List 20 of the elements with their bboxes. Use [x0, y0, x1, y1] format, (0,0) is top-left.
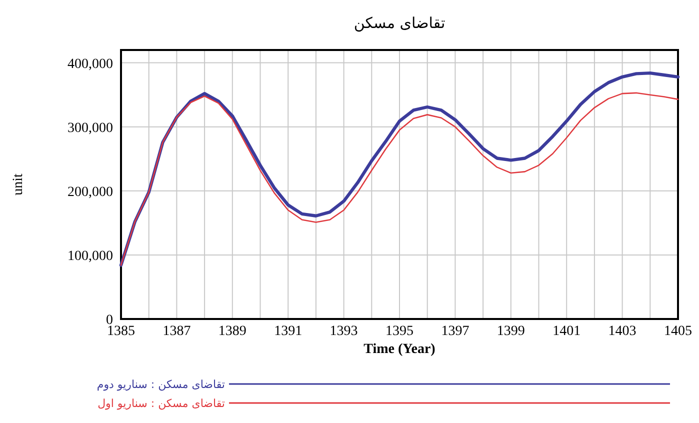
x-tick-label: 1397 [441, 324, 470, 339]
x-tick-label: 1387 [162, 324, 191, 339]
x-tick-label: 1393 [330, 324, 358, 339]
legend-item: تقاضای مسکن : سناریو دوم [96, 378, 670, 391]
x-axis-title: Time (Year) [364, 342, 436, 357]
x-tick-label: 1403 [608, 324, 636, 339]
x-tick-label: 1399 [496, 324, 525, 339]
y-tick-label: 200,000 [68, 184, 113, 200]
x-tick-label: 1395 [386, 324, 414, 339]
x-tick-label: 1385 [107, 324, 135, 339]
y-tick-label: 300,000 [68, 120, 113, 136]
x-tick-label: 1391 [274, 324, 302, 339]
x-tick-label: 1401 [552, 324, 581, 339]
x-tick-label: 1389 [218, 324, 246, 339]
y-tick-label: 400,000 [68, 56, 113, 72]
legend-item: تقاضای مسکن : سناریو اول [98, 397, 670, 410]
chart-title: تقاضای مسکن [354, 14, 446, 32]
y-axis-title: unit [11, 174, 26, 196]
y-tick-label: 100,000 [68, 248, 113, 264]
x-tick-label: 1405 [664, 324, 692, 339]
